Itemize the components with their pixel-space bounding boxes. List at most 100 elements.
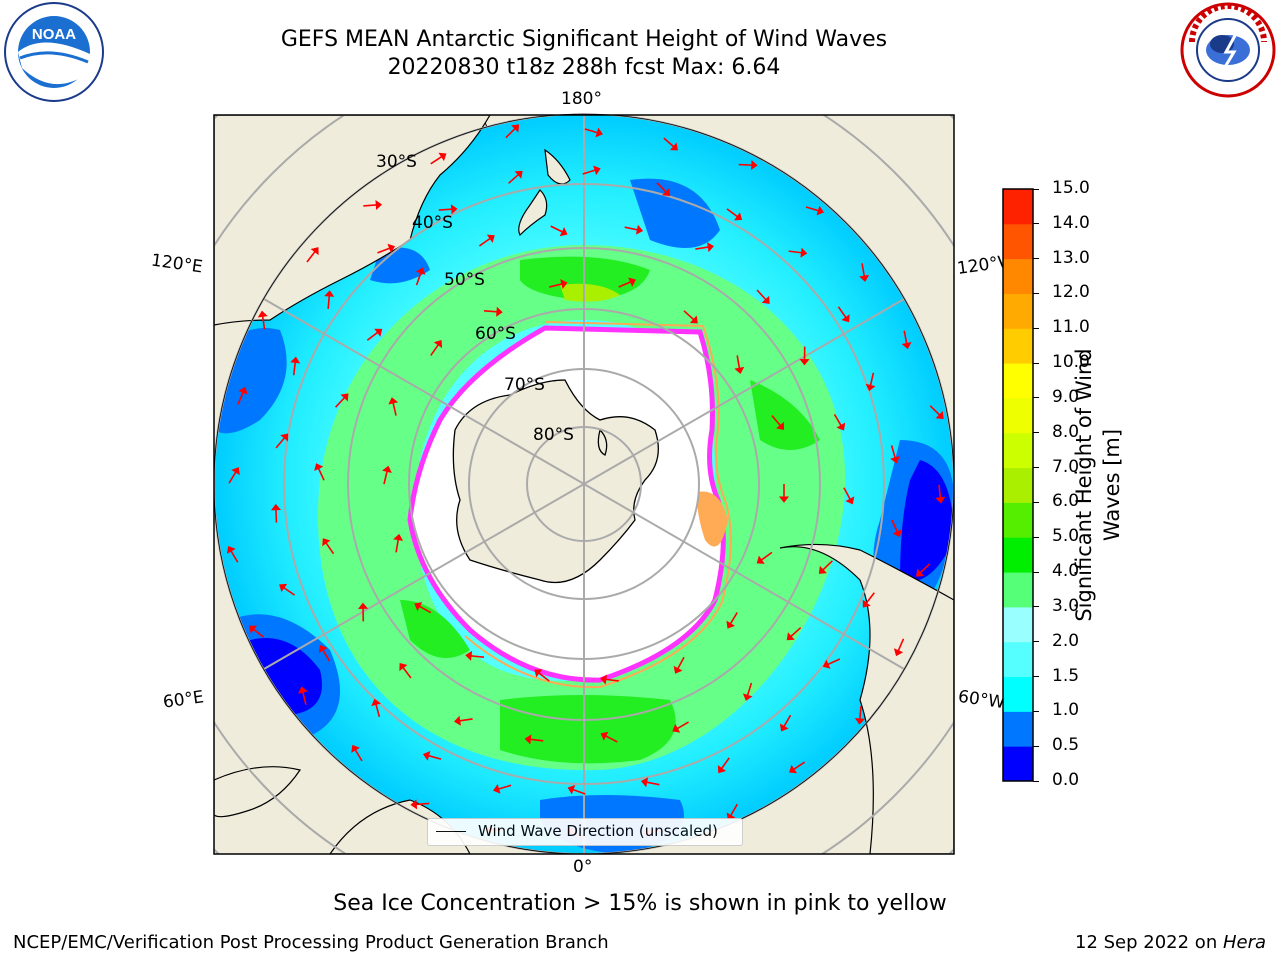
wave-arrow bbox=[605, 735, 618, 743]
colorbar-tick-mark bbox=[1033, 571, 1039, 573]
colorbar-tick-mark bbox=[1033, 362, 1039, 364]
footer-branch: NCEP/EMC/Verification Post Processing Pr… bbox=[13, 932, 609, 953]
legend-label: Wind Wave Direction (unscaled) bbox=[478, 822, 718, 840]
madagascar-land bbox=[214, 766, 301, 818]
wave-arrow-head bbox=[756, 555, 765, 564]
colorbar-tick-mark bbox=[1033, 606, 1039, 608]
wave-arrow-head bbox=[415, 267, 426, 275]
wave-arrow-head bbox=[734, 366, 745, 374]
wave-arrow bbox=[760, 551, 773, 561]
wave-arrow-head bbox=[776, 421, 785, 430]
wave-arrow-head bbox=[789, 764, 798, 774]
wave-arrow bbox=[656, 182, 667, 193]
wave-arrow-head bbox=[357, 602, 369, 610]
wave-arrow-head bbox=[375, 199, 383, 211]
wave-arrow-head bbox=[901, 342, 912, 350]
wave-arrow bbox=[676, 721, 689, 730]
wave-arrow-head bbox=[374, 328, 383, 337]
wave-arrow-head bbox=[314, 463, 324, 472]
lat-label-70s: 70°S bbox=[504, 375, 545, 395]
legend-line-sample bbox=[436, 831, 466, 832]
wave-arrow-head bbox=[453, 715, 461, 726]
wave-arrow-head bbox=[935, 411, 944, 420]
wave-arrow-head bbox=[465, 650, 473, 661]
wave-arrow bbox=[837, 306, 847, 318]
wave-arrow-head bbox=[238, 386, 248, 395]
wave-arrow bbox=[416, 802, 430, 806]
map-legend: Wind Wave Direction (unscaled) bbox=[427, 818, 743, 846]
svg-text:NOAA: NOAA bbox=[32, 26, 76, 43]
colorbar-tick-label: 2.0 bbox=[1052, 630, 1080, 651]
wave-arrow-head bbox=[865, 383, 876, 392]
wave-arrow-head bbox=[892, 529, 902, 538]
colorbar-tick-label: 5.0 bbox=[1052, 526, 1080, 547]
wave-arrow-head bbox=[640, 777, 649, 788]
wave-arrow bbox=[327, 295, 331, 310]
wave-arrow-head bbox=[493, 784, 501, 794]
wave-arrow bbox=[891, 519, 899, 533]
wave-arrow-head bbox=[822, 659, 831, 669]
wave-arrow bbox=[383, 471, 388, 485]
colorbar-tick-label: 6.0 bbox=[1052, 491, 1080, 512]
wave-arrow bbox=[859, 705, 862, 720]
wave-arrow bbox=[430, 155, 443, 165]
wave-arrow bbox=[869, 372, 875, 386]
nws-logo bbox=[1178, 2, 1278, 102]
wave-arrow bbox=[375, 704, 381, 718]
wave-arrow bbox=[363, 204, 377, 207]
wave-arrow bbox=[929, 405, 941, 416]
colorbar-tick-label: 1.5 bbox=[1052, 665, 1080, 686]
wave-arrow-head bbox=[559, 227, 568, 237]
wave-arrow-head bbox=[836, 422, 846, 431]
wave-direction-arrows bbox=[226, 124, 946, 840]
wave-arrow-head bbox=[450, 204, 458, 215]
footer-date: 12 Sep 2022 on Hera bbox=[1075, 932, 1266, 953]
wave-arrow bbox=[325, 542, 335, 555]
wave-arrow bbox=[498, 784, 512, 790]
wave-arrow bbox=[508, 174, 519, 184]
wave-arrow bbox=[736, 355, 741, 369]
lat-label-30s: 30°S bbox=[376, 152, 417, 172]
colorbar-tick-mark bbox=[1033, 467, 1039, 469]
wave-arrow bbox=[756, 289, 767, 301]
lat-label-80s: 80°S bbox=[533, 425, 574, 445]
wave-arrow bbox=[470, 655, 485, 659]
colorbar-cell bbox=[1003, 223, 1033, 260]
wave-arrow-head bbox=[340, 393, 349, 402]
wave-arrow bbox=[430, 344, 439, 356]
new-zealand-north bbox=[544, 148, 571, 185]
colorbar-tick-label: 1.0 bbox=[1052, 700, 1080, 721]
wave-arrow bbox=[897, 638, 905, 652]
wave-arrow-head bbox=[399, 663, 408, 672]
wave-arrow-head bbox=[689, 315, 698, 324]
wave-arrow-head bbox=[761, 295, 770, 304]
wave-arrow bbox=[861, 263, 866, 277]
wave-arrow-head bbox=[511, 124, 520, 133]
wave-arrow-head bbox=[514, 170, 523, 179]
wave-arrow-head bbox=[672, 723, 681, 733]
wave-arrow bbox=[438, 208, 452, 211]
wave-arrow-head bbox=[600, 674, 607, 685]
wave-arrow-head bbox=[486, 234, 495, 243]
south-america-land bbox=[779, 543, 954, 854]
colorbar bbox=[1002, 188, 1034, 782]
wave-arrow-head bbox=[433, 340, 443, 349]
wave-arrow-head bbox=[628, 277, 636, 287]
wave-arrow-head bbox=[371, 698, 381, 707]
wave-arrow bbox=[938, 484, 942, 498]
colorbar-cell bbox=[1003, 502, 1033, 538]
wave-arrow bbox=[478, 237, 491, 247]
colorbar-cell bbox=[1003, 606, 1033, 643]
colorbar-tick-mark bbox=[1033, 292, 1039, 294]
wave-arrow bbox=[584, 128, 598, 134]
wave-arrow-head bbox=[734, 212, 743, 221]
wave-arrow-head bbox=[726, 620, 736, 629]
wave-arrow bbox=[771, 415, 781, 427]
colorbar-tick-mark bbox=[1033, 641, 1039, 643]
wave-arrow-head bbox=[786, 632, 795, 641]
wave-arrow-head bbox=[290, 356, 301, 364]
wave-arrow bbox=[366, 331, 379, 341]
wave-arrow-head bbox=[318, 645, 328, 654]
lat-label-50s: 50°S bbox=[444, 270, 485, 290]
wave-arrow bbox=[530, 738, 544, 742]
